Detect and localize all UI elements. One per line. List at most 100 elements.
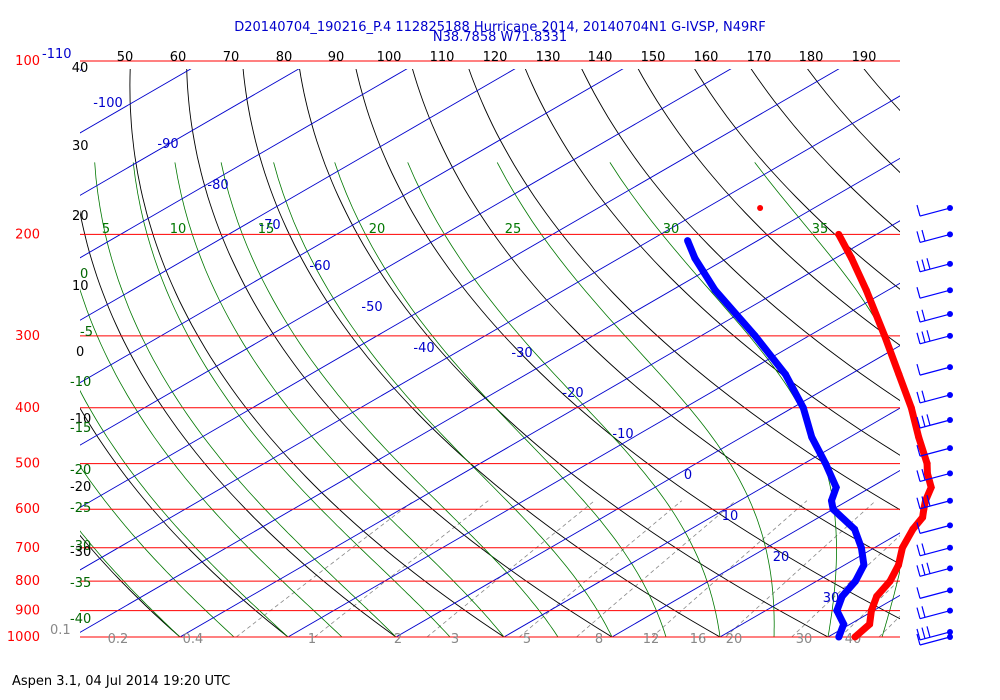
wind-barb-flag [917,392,920,403]
dewpoint-point [840,621,847,628]
wind-barb-staff [920,367,950,375]
isotherm-line [504,9,1000,637]
dewpoint-point [833,484,840,491]
temperature-point [915,434,922,441]
wind-barb-flag [922,416,925,427]
top-axis-label: 180 [799,50,824,65]
isotherm-line [0,9,942,637]
top-axis-label: 160 [694,50,719,65]
wind-barb-flag [922,332,925,343]
wind-barb-flag [927,563,930,574]
isotherm-label: -50 [361,300,382,315]
dry-adiabat-line [619,29,1000,637]
wind-barb-flag [917,261,920,272]
moist-adiabat-line [936,162,1000,637]
pressure-label: 500 [15,457,40,472]
moist-adiabat-label: 30 [663,222,680,237]
top-axis-label: 90 [328,50,345,65]
dry-adiabat-line [186,29,612,637]
moist-adiabat-label: 5 [102,222,110,237]
dry-adiabat-line [565,29,1000,637]
temperature-point [895,562,902,569]
pressure-label: 900 [15,604,40,619]
mixing-ratio-label: 0.4 [183,632,204,647]
wind-barb-flag [922,230,925,241]
isotherm-line [0,9,294,637]
dewpoint-point [835,634,842,641]
temperature-point [899,544,906,551]
left-axis-label: -40 [70,612,91,627]
top-axis-label: 140 [588,50,613,65]
wind-barb-flag [922,628,925,639]
plot-area [0,9,1000,637]
temperature-point [863,287,870,294]
wind-barb-flag [927,626,930,637]
dewpoint-point [684,237,691,244]
left-axis-label: -5 [80,325,93,340]
isotherm-label: 0 [684,468,692,483]
pressure-label: 200 [15,227,40,242]
dry-adiabat-line [996,29,1000,637]
pressure-label: 100 [15,54,40,69]
mixing-ratio-label: 12 [643,632,660,647]
wind-barb-flag [917,364,920,375]
isotherm-label: -30 [511,346,532,361]
wind-barb-flag [927,414,930,425]
left-axis-label: -20 [70,463,91,478]
dry-adiabat-line [403,29,1000,637]
left-axis-label: 0.1 [50,623,71,638]
moist-adiabat-label: 35 [812,222,829,237]
temperature-point [919,514,926,521]
dry-adiabat-line [241,29,720,637]
temperature-point [852,634,859,641]
top-axis-label: 60 [170,50,187,65]
isotherm-label: -40 [413,341,434,356]
left-axis-label: -25 [70,501,91,516]
left-axis-label: -10 [70,375,91,390]
isotherm-label: 10 [722,509,739,524]
isotherm-line [396,9,1000,637]
dewpoint-point [833,607,840,614]
footer-text: Aspen 3.1, 04 Jul 2014 19:20 UTC [12,674,230,689]
top-isotherm-label: -110 [42,47,72,62]
wind-barb-flag [917,498,920,509]
temperature-point [866,621,873,628]
mixing-ratio-label: 8 [595,632,603,647]
mixing-ratio-label: 30 [796,632,813,647]
top-axis-label: 100 [377,50,402,65]
wind-barb-staff [920,290,950,298]
temperature-point [881,332,888,339]
moist-adiabat-label: 25 [505,222,522,237]
temperature-point [895,371,902,378]
wind-barb-flag [922,606,925,617]
temperature-point [873,593,880,600]
dewpoint-point [808,434,815,441]
pressure-label: 300 [15,329,40,344]
wind-barb-staff [920,590,950,598]
isotherm-label: -80 [207,178,228,193]
dewpoint-point [851,526,858,533]
mixing-ratio-label: 20 [726,632,743,647]
isotherm-label: -60 [309,259,330,274]
wind-barb-flag [917,333,920,344]
temperature-point [924,470,931,477]
dewpoint-point [691,255,698,262]
pressure-label: 700 [15,541,40,556]
left-axis-label: 30 [72,139,89,154]
mixing-ratio-line [315,501,489,637]
dewpoint-point [800,404,807,411]
top-axis-label: 80 [276,50,293,65]
pressure-label: 1000 [7,630,40,645]
temperature-point [909,526,916,533]
wind-barb-flag [917,608,920,619]
mixing-ratio-label: 16 [690,632,707,647]
temperature-point [924,460,931,467]
wind-barb-flag [922,564,925,575]
left-axis-label: -35 [70,576,91,591]
mixing-ratio-label: 1 [308,632,316,647]
left-axis-label: -30 [70,545,91,560]
isotherm-label: -20 [562,386,583,401]
mixing-ratio-label: 3 [451,632,459,647]
temperature-point [928,484,935,491]
